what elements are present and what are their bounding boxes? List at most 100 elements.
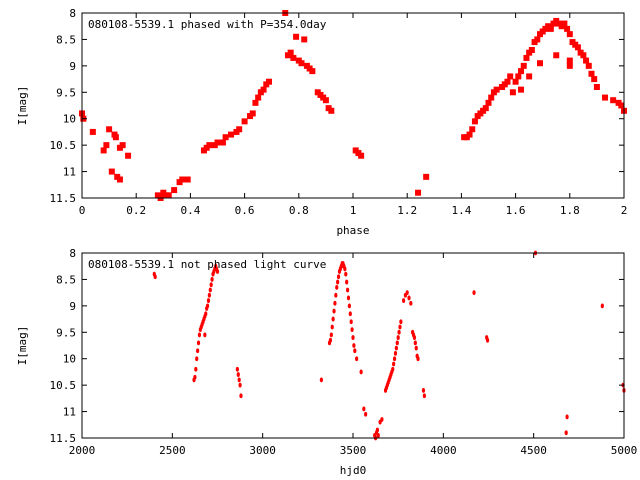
data-point: [206, 298, 211, 303]
data-point: [482, 105, 489, 112]
x-tick-label: 2500: [159, 444, 186, 457]
data-point: [416, 356, 420, 362]
data-point: [328, 107, 335, 114]
data-point: [260, 86, 267, 93]
data-point: [238, 382, 242, 388]
data-point: [536, 60, 543, 67]
data-point: [493, 86, 500, 93]
data-point: [106, 126, 113, 133]
data-point: [336, 279, 340, 285]
data-point: [591, 76, 598, 83]
data-point: [414, 345, 418, 351]
data-point: [346, 295, 351, 301]
y-tick-label: 10.5: [50, 139, 77, 152]
data-point: [397, 329, 401, 335]
data-point: [421, 388, 426, 393]
data-point: [322, 97, 329, 104]
y-tick-label: 11.5: [50, 192, 77, 205]
data-point: [333, 300, 337, 306]
data-point: [349, 319, 353, 325]
data-point: [222, 134, 229, 141]
x-tick-label: 3000: [249, 444, 276, 457]
x-tick-label: 2: [621, 204, 628, 217]
data-point: [394, 345, 398, 351]
data-point: [485, 99, 492, 106]
y-tick-label: 11: [63, 166, 76, 179]
data-point: [241, 118, 248, 125]
data-point: [89, 128, 96, 135]
chart-title: 080108-5539.1 phased with P=354.0day: [88, 18, 327, 31]
data-point: [348, 311, 352, 317]
data-point: [409, 300, 413, 306]
x-tick-label: 1.4: [451, 204, 471, 217]
data-point: [520, 62, 527, 69]
data-point: [153, 274, 157, 280]
x-tick-label: 3500: [340, 444, 367, 457]
data-point: [309, 68, 316, 75]
data-point: [255, 94, 262, 101]
data-point: [301, 36, 308, 43]
data-point: [353, 348, 357, 354]
x-tick-label: 0.8: [289, 204, 309, 217]
data-point: [561, 20, 568, 27]
y-tick-label: 9: [69, 300, 76, 313]
data-point: [485, 337, 490, 343]
data-point: [345, 287, 350, 293]
data-point: [298, 60, 305, 67]
data-point: [593, 84, 600, 90]
data-point: [219, 139, 226, 146]
data-point: [566, 31, 573, 38]
data-point: [215, 269, 220, 274]
data-point: [507, 73, 514, 80]
data-point: [329, 332, 333, 338]
data-point: [471, 118, 478, 125]
y-tick-label: 8: [69, 7, 76, 20]
data-point: [472, 290, 476, 296]
x-axis-label: hjd0: [340, 464, 367, 477]
x-tick-label: 1.6: [506, 204, 526, 217]
data-point: [207, 292, 211, 298]
data-point: [344, 271, 348, 277]
data-point: [564, 25, 571, 32]
data-point: [319, 377, 323, 383]
y-tick-label: 10: [63, 113, 76, 126]
data-point: [392, 356, 397, 362]
data-point: [236, 126, 243, 133]
data-point: [332, 308, 336, 314]
data-point: [331, 316, 335, 322]
data-point: [335, 284, 339, 290]
unphased-light-curve-panel: 2000 2500 3000 3500 4000 4500 5000 8 8.5 9 9.5 10 10…: [16, 247, 637, 477]
data-point: [235, 366, 239, 372]
data-point: [528, 47, 535, 53]
data-point: [364, 411, 368, 417]
data-point: [399, 319, 403, 325]
data-point: [405, 290, 409, 296]
data-point: [588, 70, 595, 77]
y-tick-label: 8.5: [56, 273, 76, 286]
data-point: [523, 54, 530, 61]
x-tick-label: 4500: [520, 444, 547, 457]
x-tick-label: 0.6: [235, 204, 255, 217]
plot-frame: [81, 12, 625, 199]
data-point: [203, 332, 207, 338]
data-point: [547, 25, 554, 32]
data-point: [412, 335, 417, 340]
data-point: [252, 99, 259, 106]
data-point: [290, 54, 297, 61]
phased-light-curve-panel: 0 0.2 0.4 0.6 0.8 1 1.2 1.4 1.6 1.8 2 8 8.5 9 9.5 10 10.…: [16, 7, 627, 237]
data-point: [392, 361, 396, 367]
data-point: [209, 282, 213, 288]
data-point: [565, 414, 569, 420]
data-point: [422, 393, 426, 399]
data-point: [380, 417, 384, 422]
y-tick-label: 9.5: [56, 326, 76, 339]
data-point: [362, 406, 366, 412]
data-point: [600, 303, 604, 309]
data-point: [184, 176, 191, 183]
y-axis-label: I[mag]: [16, 86, 29, 126]
data-point: [236, 372, 240, 377]
data-point: [228, 131, 235, 138]
unphased-points: [152, 250, 626, 441]
data-point: [358, 152, 365, 159]
data-point: [249, 110, 256, 117]
